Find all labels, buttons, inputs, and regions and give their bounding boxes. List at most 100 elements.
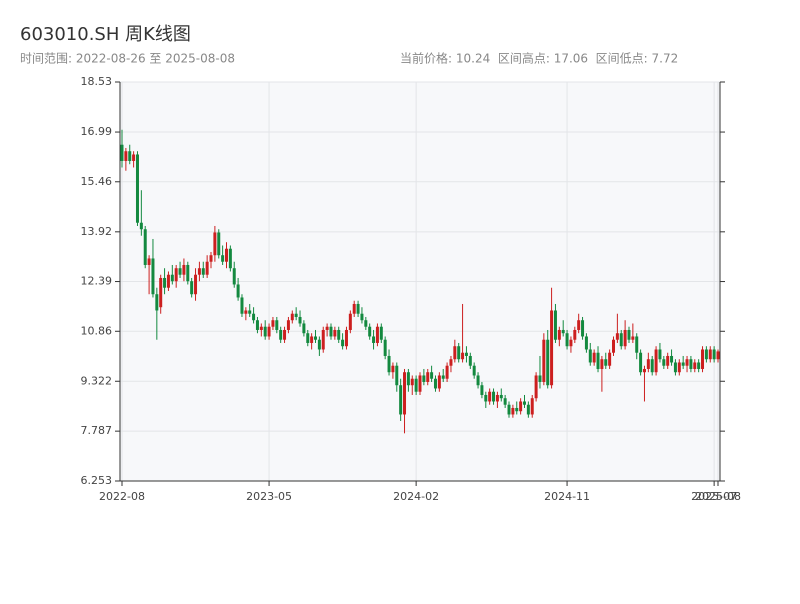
candle-body [581,320,585,337]
candle-body [221,255,225,262]
candle-body [406,372,410,386]
candle-body [170,274,174,282]
candle-body [461,352,465,360]
y-tick-label: 9.322 [81,374,113,387]
candle-body [124,151,128,161]
candle-body [557,329,561,340]
y-tick-label: 10.86 [81,324,113,337]
candle-body [298,316,302,324]
candle-body [194,274,198,295]
candle-body [457,346,461,360]
candle-body [372,336,376,343]
candle-body [333,329,337,337]
candle-body [592,352,596,363]
candle-body [445,365,449,379]
candle-body [356,303,360,314]
candle-body [681,362,685,366]
candle-body [228,248,232,269]
candle-body [670,355,674,363]
candle-body [530,398,534,415]
candle-body [375,326,379,343]
candle-body [387,355,391,373]
candle-body [271,320,275,327]
candle-body [360,313,364,321]
candle-body [588,349,592,363]
candle-body [565,333,569,347]
candle-body [290,313,294,321]
candle-body [209,255,213,262]
candle-body [294,313,298,317]
candle-body [430,372,434,379]
candle-body [329,326,333,337]
x-tick-label: 2023-05 [246,490,292,503]
candle-body [596,352,600,369]
candle-body [650,359,654,373]
candle-body [553,310,557,340]
candle-body [232,268,236,285]
candle-body [646,359,650,369]
candle-body [317,339,321,350]
x-tick-label: 2025-08 [695,490,741,503]
candle-body [623,329,627,347]
candle-body [685,359,689,366]
candle-body [708,349,712,360]
candle-body [619,333,623,347]
candle-body [635,336,639,353]
candle-body [205,261,209,275]
candle-body [712,349,716,360]
candle-body [368,326,372,337]
candle-body [441,375,445,379]
candle-body [418,375,422,392]
candle-body [244,310,248,314]
candle-body [701,349,705,369]
candle-body [391,365,395,373]
candle-body [279,329,283,340]
candle-body [379,326,383,340]
candle-body [255,320,259,330]
candle-body [201,268,205,275]
candle-body [511,407,515,415]
candle-body [480,385,484,395]
y-tick-label: 7.787 [81,424,113,437]
candle-body [395,365,399,386]
candle-body [631,336,635,340]
candle-body [151,258,155,295]
candle-body [302,323,306,334]
candle-body [344,329,348,347]
candle-body [697,362,701,369]
candle-body [627,329,631,340]
candle-body [488,391,492,402]
candle-body [503,398,507,405]
candle-body [310,336,314,343]
candle-body [236,284,240,298]
candle-body [364,320,368,327]
candle-body [495,394,499,402]
candle-body [437,375,441,389]
candle-body [608,352,612,366]
candle-body [573,329,577,340]
candle-body [128,151,132,161]
candle-body [182,264,186,275]
candle-body [252,313,256,321]
candle-body [286,320,290,330]
candle-body [615,333,619,340]
candle-body [306,333,310,343]
candle-body [275,320,279,330]
chart-title: 603010.SH 周K线图 [20,24,191,45]
y-tick-label: 15.46 [81,175,113,188]
candle-body [155,294,159,311]
candle-body [267,326,271,337]
candle-body [178,268,182,275]
candle-body [561,329,565,334]
candle-body [492,391,496,402]
x-tick-label: 2022-08 [99,490,145,503]
y-tick-label: 18.53 [81,75,113,88]
candle-body [263,326,267,337]
candle-body [673,362,677,373]
candle-body [658,349,662,360]
candle-body [472,365,476,376]
candle-body [139,222,143,230]
candle-body [352,303,356,314]
candle-body [248,310,252,314]
